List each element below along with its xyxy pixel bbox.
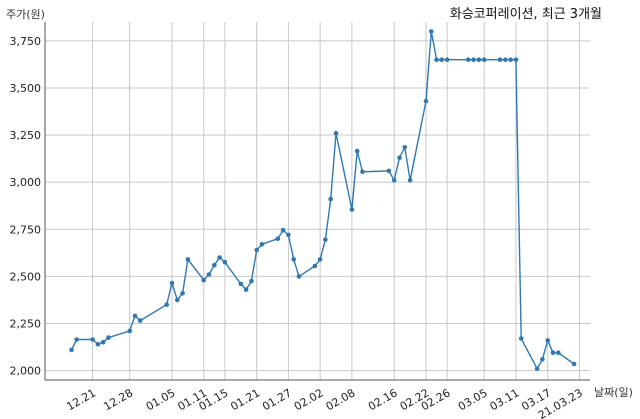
price-series-line [70,31,575,371]
y-tick-label: 3,500 [10,82,42,95]
data-point [386,168,392,174]
x-tick-label: 12.21 [64,386,98,413]
data-point [481,57,487,62]
x-tick-label: 02.16 [366,386,400,413]
data-point [391,178,397,183]
y-tick-label: 2,250 [10,317,42,330]
data-point [439,57,445,62]
data-point [550,350,556,356]
data-point [95,341,101,347]
data-point [407,178,413,183]
data-point [471,57,476,62]
x-tick-labels: 12.21 12.28 01.0501.1101.1501.2101.2702.02… [64,386,585,419]
data-point [556,350,561,356]
data-point [291,257,297,262]
x-tick-label: 01.21 [228,386,262,413]
data-point [397,155,402,160]
data-point [175,297,180,303]
data-point [296,274,302,279]
data-point [164,302,169,307]
data-point [243,287,249,292]
x-tick-label: 12.28 [101,386,135,413]
data-point [74,337,79,342]
data-point [238,281,244,287]
data-point [540,357,545,362]
data-point [434,57,439,62]
data-point [280,227,286,233]
y-axis-title: 주가(원) [6,8,45,21]
data-point [132,313,138,319]
y-tick-label: 3,750 [10,35,42,48]
data-point [466,57,471,62]
data-point [169,280,175,286]
data-point [201,277,206,283]
data-point [323,237,328,242]
data-point [69,347,74,353]
y-tick-labels: 2,000 2,250 2,500 2,750 3,000 3,250 3,500 3,750 [10,35,42,378]
data-point [518,336,524,341]
x-axis-title: 날짜(일) [594,385,633,399]
y-tick-label: 2,750 [10,223,42,236]
data-point [254,247,259,253]
data-point [423,98,429,104]
price-data-points [69,29,577,372]
x-tick-label: 02.02 [292,386,326,413]
y-tick-label: 2,500 [10,270,42,283]
data-point [360,169,365,175]
axes [44,22,590,381]
data-point [429,29,434,34]
data-point [513,57,519,62]
x-tick-label: 03.05 [456,386,490,413]
data-point [137,318,143,323]
data-point [185,257,191,262]
data-point [206,272,212,277]
x-tick-label: 01.05 [144,386,178,413]
data-point [349,207,355,212]
data-point [259,242,265,247]
data-point [312,263,318,269]
data-point [497,57,503,62]
data-point [127,328,132,334]
data-point [545,338,550,343]
data-point [476,57,482,62]
data-point [354,148,360,154]
data-point [444,57,450,62]
x-tick-label: 02.08 [324,386,358,413]
data-point [106,335,111,340]
data-point [317,257,323,262]
data-point [180,291,185,296]
data-point [328,196,334,202]
data-point [90,337,95,342]
x-tick-label: 03.11 [488,386,522,413]
y-tick-label: 2,000 [10,365,42,378]
data-point [100,340,106,345]
data-point [212,262,217,268]
data-point [286,232,291,238]
grid-lines [45,22,590,380]
data-point [333,130,339,136]
data-point [508,57,513,62]
data-point [534,366,540,372]
data-point [571,361,577,367]
x-tick-label: 01.27 [260,386,294,413]
data-point [402,145,408,150]
data-point [503,57,508,62]
data-point [217,255,222,260]
y-tick-label: 3,250 [10,129,42,142]
data-point [222,259,228,265]
y-tick-label: 3,000 [10,176,42,189]
chart-title: 화승코퍼레이션, 최근 3개월 [450,7,602,22]
data-point [249,278,254,284]
data-point [275,236,281,241]
